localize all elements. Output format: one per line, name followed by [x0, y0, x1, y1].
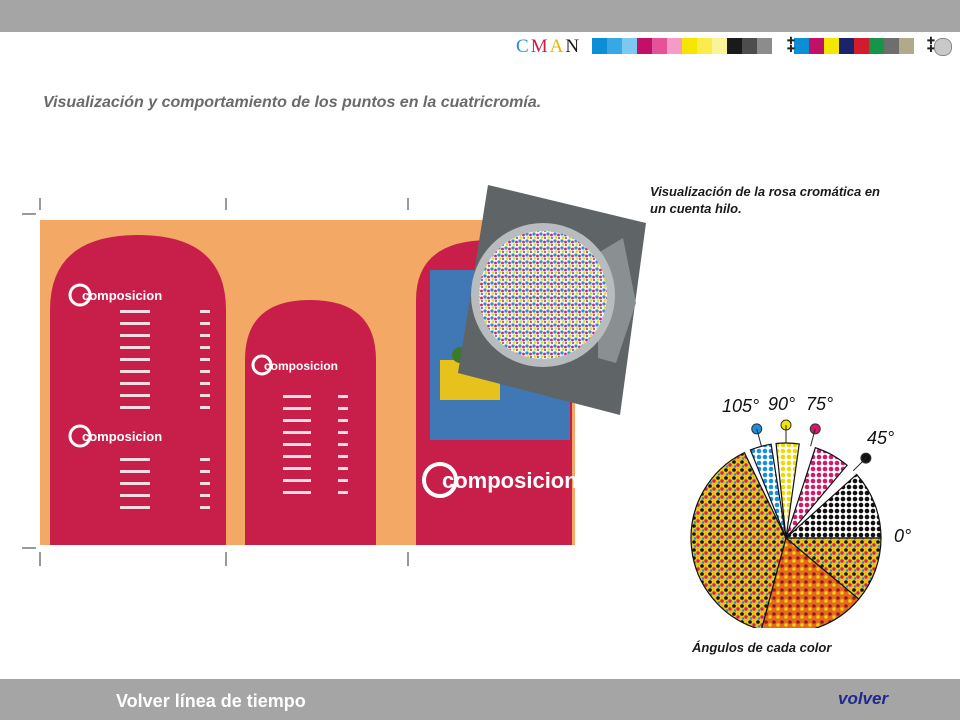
color-swatch — [854, 38, 869, 54]
color-swatch — [682, 38, 697, 54]
rose-markers — [751, 419, 872, 472]
crop-marks — [22, 198, 409, 566]
color-swatch — [652, 38, 667, 54]
top-bar — [0, 0, 960, 32]
color-swatch — [712, 38, 727, 54]
brand-text: composicion — [264, 359, 338, 373]
cman-m: M — [530, 36, 550, 57]
brand-text: composicion — [82, 429, 162, 444]
color-swatch — [637, 38, 652, 54]
color-swatch — [667, 38, 682, 54]
cman-a: A — [549, 36, 566, 57]
color-swatch — [697, 38, 712, 54]
color-swatch — [742, 38, 757, 54]
brand-logo: composicion — [422, 462, 578, 498]
color-swatch — [839, 38, 854, 54]
rose-sector-cyan — [749, 443, 787, 539]
brand-text: composicion — [442, 468, 578, 493]
loupe-caption: Visualización de la rosa cromática en un… — [650, 184, 881, 216]
angle-label-75: 75° — [806, 394, 833, 414]
back-link[interactable]: volver — [838, 689, 889, 708]
page-title: Visualización y comportamiento de los pu… — [43, 94, 542, 111]
poster-text-lines — [120, 310, 348, 509]
rose-sector-yellow — [775, 442, 800, 539]
cman-n: N — [565, 36, 582, 57]
loupe-photo — [458, 185, 646, 415]
footer-bar — [0, 679, 960, 720]
angle-label-90: 90° — [768, 394, 795, 414]
angle-marker-dot — [751, 423, 763, 435]
color-swatch — [899, 38, 914, 54]
angle-rose-diagram: 105° 90° 75° 45° 0° — [690, 394, 911, 628]
rose-sector-black — [784, 473, 882, 539]
color-swatch — [794, 38, 809, 54]
rose-sector-mix — [690, 451, 787, 628]
loupe-lens — [479, 231, 607, 359]
angle-label-0: 0° — [894, 526, 911, 546]
target-circle-icon — [934, 38, 952, 56]
registration-mark-icon: ✚ ✚ — [926, 36, 936, 55]
color-swatch — [757, 38, 772, 54]
angle-label-45: 45° — [867, 428, 894, 448]
poster-arch-middle — [245, 300, 376, 545]
rose-sectors — [690, 442, 882, 628]
angle-marker-dot — [809, 423, 821, 435]
back-timeline-link[interactable]: Volver línea de tiempo — [116, 691, 306, 711]
brand-logo: composicion — [68, 283, 162, 307]
color-swatch — [727, 38, 742, 54]
color-swatch — [824, 38, 839, 54]
rose-sector-mix — [784, 537, 882, 600]
poster-arch-left — [50, 235, 226, 545]
registration-mark-icon: ✚ ✚ — [786, 36, 796, 55]
angle-marker-line — [810, 428, 816, 447]
color-swatches — [592, 38, 914, 54]
color-swatch — [809, 38, 824, 54]
angle-marker-line — [756, 428, 762, 447]
brand-logo: composicion — [68, 424, 162, 448]
brand-text: composicion — [82, 288, 162, 303]
angle-marker-line — [852, 457, 867, 472]
color-swatch — [622, 38, 637, 54]
color-swatch — [592, 38, 607, 54]
brand-logo: composicion — [251, 354, 338, 376]
color-swatch — [607, 38, 622, 54]
cman-c: C — [516, 36, 531, 57]
color-control-strip: CMAN ✚ ✚ ✚ ✚ — [516, 36, 960, 66]
cman-label: CMAN — [516, 36, 581, 58]
angle-label-105: 105° — [722, 396, 759, 416]
color-swatch — [869, 38, 884, 54]
color-swatch — [884, 38, 899, 54]
rose-sector-magenta — [785, 446, 848, 539]
rose-sector-mix-red — [761, 536, 860, 628]
angles-caption: Ángulos de cada color — [692, 640, 832, 655]
